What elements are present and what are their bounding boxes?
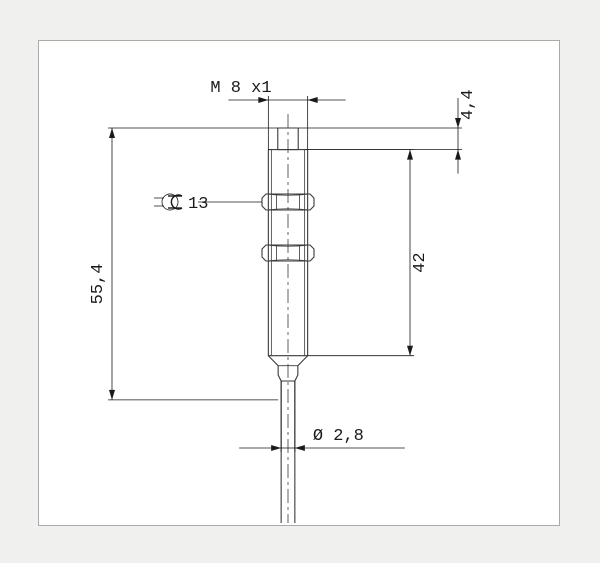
dim-mid-length: 42 bbox=[411, 252, 430, 272]
dim-thread-label: M 8 x1 bbox=[210, 79, 271, 98]
dim-cable-dia: Ø 2,8 bbox=[313, 427, 364, 446]
dim-total-length: 55,4 bbox=[89, 264, 108, 305]
dim-tip-height: 4,4 bbox=[459, 89, 478, 120]
drawing-svg: M 8 x1 4,4 42 55,4 13 Ø 2,8 bbox=[0, 0, 600, 563]
dim-wrench-flat: 13 bbox=[188, 195, 208, 214]
drawing-canvas: M 8 x1 4,4 42 55,4 13 Ø 2,8 bbox=[0, 0, 600, 563]
